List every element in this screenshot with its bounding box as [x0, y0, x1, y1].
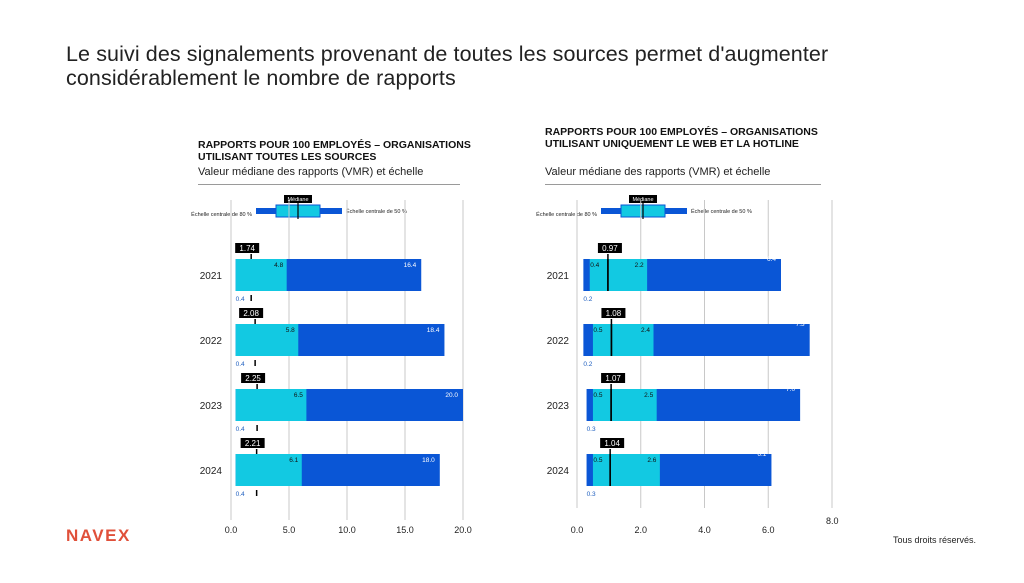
bar-50-range	[592, 389, 657, 421]
bar-50-range	[589, 259, 648, 291]
outer-high-label: 6.4	[767, 256, 776, 263]
chart-1-legend: Médiane Échelle centrale de 80 % Échelle c…	[191, 195, 407, 219]
median-value-label: 2.21	[245, 439, 261, 448]
category-label: 2024	[547, 466, 570, 477]
median-value-label: 0.97	[602, 244, 618, 253]
chart-2-divider	[545, 184, 821, 185]
median-label-box	[235, 243, 260, 253]
median-label-box	[241, 373, 266, 383]
low-value-label: 0.2	[583, 361, 592, 368]
x-tick-label: 5.0	[283, 525, 296, 535]
median-value-label: 1.08	[606, 309, 622, 318]
chart-2-axis-max-label: 8.0	[826, 516, 839, 526]
legend-50-label: Échelle centrale de 50 %	[691, 208, 752, 215]
median-value-label: 1.07	[605, 374, 621, 383]
inner-low-label: 0.5	[593, 327, 602, 334]
low-value-label: 0.4	[236, 491, 245, 498]
chart-2-title: RAPPORTS POUR 100 EMPLOYÉS – ORGANISATIO…	[545, 126, 818, 150]
median-value-label: 2.08	[243, 309, 259, 318]
legend-80-label: Échelle centrale de 80 %	[536, 211, 597, 218]
low-value-label: 0.4	[236, 426, 245, 433]
category-label: 2023	[547, 401, 570, 412]
median-label-box	[600, 438, 625, 448]
chart-1-divider	[198, 184, 460, 185]
navex-logo: NAVEX	[66, 526, 131, 545]
x-tick-label: 4.0	[698, 525, 711, 535]
low-value-label: 0.3	[587, 491, 596, 498]
inner-high-label: 2.6	[647, 457, 656, 464]
legend-median-label: Médiane	[632, 197, 653, 203]
category-label: 2021	[547, 271, 570, 282]
inner-low-label: 0.4	[590, 262, 599, 269]
median-value-label: 1.74	[239, 244, 255, 253]
outer-high-label: 7.0	[786, 386, 795, 393]
legend-median-box	[284, 195, 312, 203]
category-label: 2023	[200, 401, 223, 412]
category-label: 2022	[200, 336, 223, 347]
outer-high-label: 16.4	[404, 262, 417, 269]
x-tick-label: 15.0	[396, 525, 414, 535]
median-label-box	[240, 438, 265, 448]
bar-50-range	[235, 389, 307, 421]
inner-high-label: 2.5	[644, 392, 653, 399]
x-tick-label: 10.0	[338, 525, 356, 535]
bar-50-range	[592, 454, 660, 486]
outer-high-label: 18.0	[422, 457, 435, 464]
outer-high-label: 20.0	[445, 392, 458, 399]
outer-high-label: 18.4	[427, 327, 440, 334]
page-title: Le suivi des signalements provenant de t…	[66, 42, 829, 90]
bar-50-range	[235, 259, 287, 291]
chart-2: 0.0 2.0 4.0 6.0 2021 0.97 0.2 0.4 2.2 6.4 2022 1.08…	[547, 200, 833, 535]
inner-high-label: 6.1	[289, 457, 298, 464]
median-label-box	[597, 243, 622, 253]
chart-2-subtitle: Valeur médiane des rapports (VMR) et éch…	[545, 166, 771, 178]
category-label: 2024	[200, 466, 223, 477]
x-tick-label: 20.0	[454, 525, 472, 535]
legend-50-label: Échelle centrale de 50 %	[346, 208, 407, 215]
legend-median-label: Médiane	[287, 197, 308, 203]
x-tick-label: 6.0	[762, 525, 775, 535]
chart-1-title: RAPPORTS POUR 100 EMPLOYÉS – ORGANISATIO…	[198, 139, 471, 163]
legend-80-label: Échelle centrale de 80 %	[191, 211, 252, 218]
category-label: 2022	[547, 336, 570, 347]
chart-1: 0.0 5.0 10.0 15.0 20.0 2021 1.74 0.4 4.8 16.4 2022…	[200, 200, 472, 535]
bar-50-range	[235, 454, 302, 486]
category-label: 2021	[200, 271, 223, 282]
inner-low-label: 0.5	[593, 457, 602, 464]
inner-high-label: 2.2	[635, 262, 644, 269]
inner-high-label: 4.8	[274, 262, 283, 269]
x-tick-label: 0.0	[571, 525, 584, 535]
low-value-label: 0.3	[587, 426, 596, 433]
chart-2-legend: Médiane Échelle centrale de 80 % Échelle c…	[536, 195, 752, 219]
rights-text: Tous droits réservés.	[893, 535, 977, 545]
low-value-label: 0.4	[236, 361, 245, 368]
bar-50-range	[235, 324, 299, 356]
median-value-label: 1.04	[604, 439, 620, 448]
median-label-box	[601, 308, 626, 318]
bar-50-range	[592, 324, 654, 356]
median-label-box	[239, 308, 264, 318]
x-tick-label: 2.0	[634, 525, 647, 535]
outer-high-label: 6.1	[757, 451, 766, 458]
chart-1-subtitle: Valeur médiane des rapports (VMR) et éch…	[198, 166, 424, 178]
inner-high-label: 5.8	[286, 327, 295, 334]
x-tick-label: 0.0	[225, 525, 238, 535]
low-value-label: 0.4	[236, 296, 245, 303]
inner-high-label: 2.4	[641, 327, 650, 334]
legend-median-box	[629, 195, 657, 203]
outer-high-label: 7.3	[796, 321, 805, 328]
inner-low-label: 0.5	[593, 392, 602, 399]
median-label-box	[601, 373, 626, 383]
low-value-label: 0.2	[583, 296, 592, 303]
inner-high-label: 6.5	[294, 392, 303, 399]
median-value-label: 2.25	[245, 374, 261, 383]
